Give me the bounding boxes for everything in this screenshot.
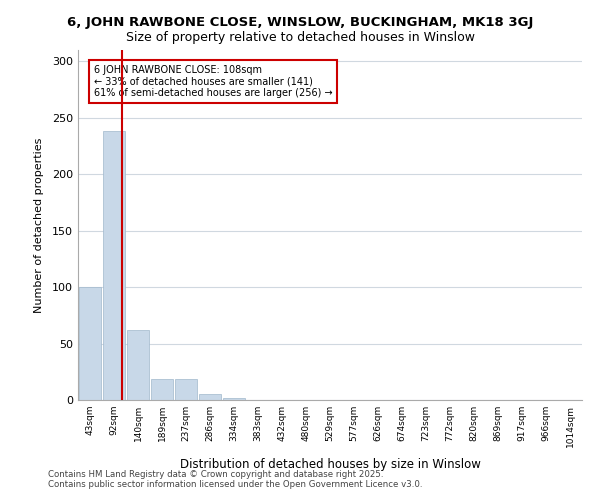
Bar — [223, 398, 245, 400]
Bar — [103, 132, 125, 400]
Bar — [151, 378, 173, 400]
Bar — [175, 378, 197, 400]
X-axis label: Distribution of detached houses by size in Winslow: Distribution of detached houses by size … — [179, 458, 481, 471]
Y-axis label: Number of detached properties: Number of detached properties — [34, 138, 44, 312]
Text: 6 JOHN RAWBONE CLOSE: 108sqm
← 33% of detached houses are smaller (141)
61% of s: 6 JOHN RAWBONE CLOSE: 108sqm ← 33% of de… — [94, 64, 332, 98]
Bar — [127, 330, 149, 400]
Text: Size of property relative to detached houses in Winslow: Size of property relative to detached ho… — [125, 31, 475, 44]
Text: 6, JOHN RAWBONE CLOSE, WINSLOW, BUCKINGHAM, MK18 3GJ: 6, JOHN RAWBONE CLOSE, WINSLOW, BUCKINGH… — [67, 16, 533, 29]
Text: Contains HM Land Registry data © Crown copyright and database right 2025.
Contai: Contains HM Land Registry data © Crown c… — [48, 470, 422, 489]
Bar — [199, 394, 221, 400]
Bar — [79, 287, 101, 400]
